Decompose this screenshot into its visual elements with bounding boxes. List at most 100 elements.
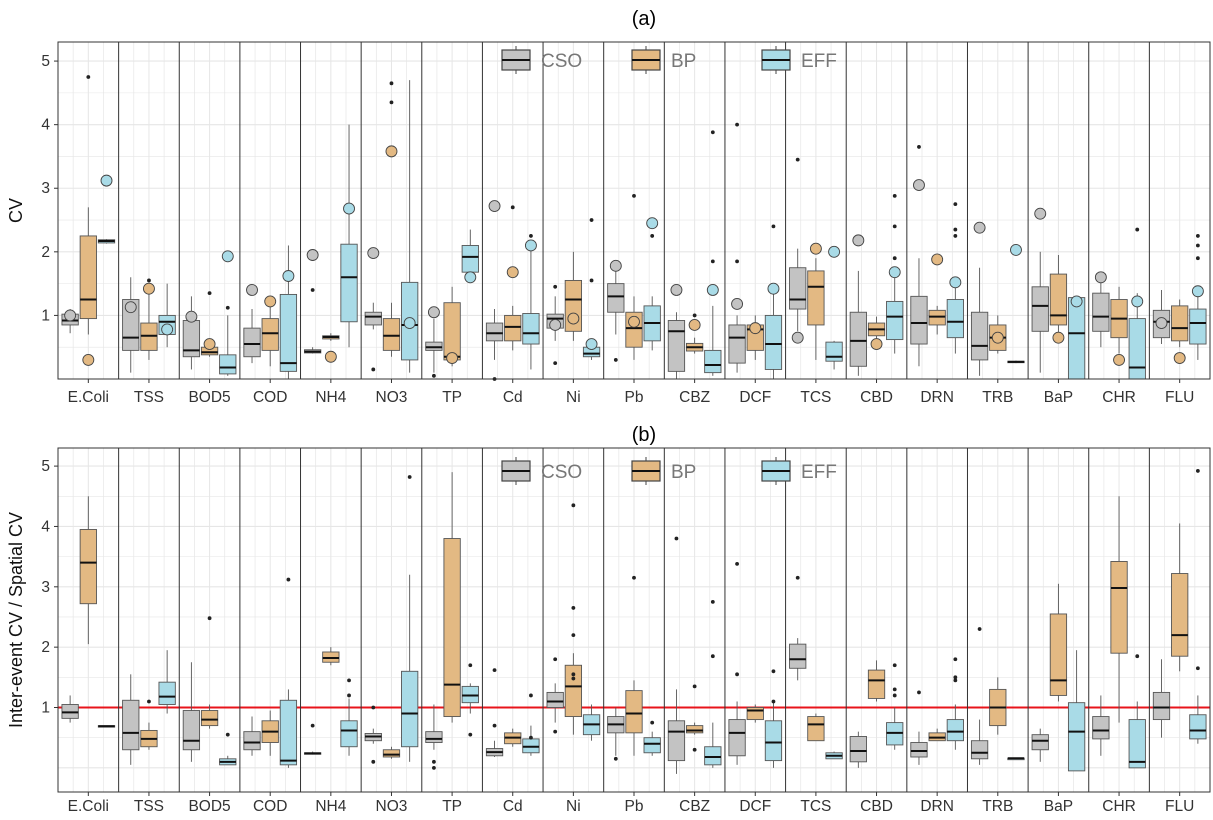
outlier-point xyxy=(953,234,958,238)
box xyxy=(764,720,783,762)
legend-entry-bp: BP xyxy=(631,457,696,485)
mean-marker xyxy=(852,234,865,247)
outlier-point xyxy=(310,288,315,292)
x-tick-label: TRB xyxy=(982,798,1013,815)
legend: CSO BP EFF xyxy=(501,46,837,74)
outlier-point xyxy=(492,668,497,672)
outlier-point xyxy=(692,684,697,689)
panel-a: (a) CV E.Coli TSS BOD5 COD NH4 NO3 TP Cd Ni Pb CBZ DC… xyxy=(6,8,1211,406)
box-bp xyxy=(867,660,886,702)
box-cso xyxy=(970,221,989,376)
box-bp xyxy=(1110,286,1128,366)
mean-marker xyxy=(549,319,562,331)
legend-label: BP xyxy=(671,462,696,483)
box xyxy=(807,270,825,326)
outlier-point xyxy=(953,227,958,232)
box-bp xyxy=(625,193,643,360)
x-tick-label: NH4 xyxy=(315,389,346,406)
box-cso xyxy=(182,296,201,370)
outlier-point xyxy=(710,259,715,264)
outlier-point xyxy=(1135,654,1140,659)
outlier-point xyxy=(371,367,376,372)
y-axis-title: Inter-event CV / Spatial CV xyxy=(6,512,26,728)
mean-marker xyxy=(791,331,804,344)
x-tick-label: CBD xyxy=(860,798,893,815)
box xyxy=(546,691,564,708)
box xyxy=(182,710,201,751)
mean-marker xyxy=(1034,207,1047,220)
box xyxy=(728,719,746,757)
mean-marker xyxy=(628,315,640,328)
outlier-point xyxy=(571,606,576,610)
box-bp xyxy=(1171,523,1189,672)
box xyxy=(1171,573,1189,657)
box-cso xyxy=(667,536,686,774)
box-cso xyxy=(122,277,140,373)
facet-tcs xyxy=(785,448,847,792)
box-bp xyxy=(200,616,219,729)
box xyxy=(946,299,964,339)
mean-marker xyxy=(185,310,198,323)
x-tick-label: NH4 xyxy=(315,798,346,815)
box xyxy=(158,681,176,705)
legend-label: EFF xyxy=(801,51,837,72)
outlier-point xyxy=(347,678,351,683)
y-tick-label: 2 xyxy=(41,639,50,656)
box-bp xyxy=(1049,583,1068,702)
box-bp xyxy=(382,81,401,357)
box xyxy=(910,742,928,758)
outlier-point xyxy=(225,305,230,310)
panel-title: (a) xyxy=(632,8,656,30)
box-cso xyxy=(182,662,201,762)
outlier-point xyxy=(571,676,576,681)
y-tick-label: 1 xyxy=(41,700,50,717)
box xyxy=(807,716,825,742)
box-bp xyxy=(322,333,340,363)
box-bp xyxy=(504,728,522,747)
box-eff xyxy=(582,704,601,741)
x-tick-label: TSS xyxy=(134,389,164,406)
outlier-point xyxy=(553,361,558,366)
y-tick-label: 5 xyxy=(41,53,50,70)
box-eff xyxy=(1128,654,1146,769)
outlier-point xyxy=(771,224,776,229)
y-tick-label: 3 xyxy=(41,579,50,596)
mean-marker xyxy=(767,282,780,295)
box-cso xyxy=(243,284,261,364)
box xyxy=(728,324,746,364)
outlier-point xyxy=(286,577,291,582)
mean-marker xyxy=(343,202,355,215)
outlier-point xyxy=(735,561,739,566)
box-cso xyxy=(970,627,989,765)
mean-marker xyxy=(991,331,1004,344)
x-tick-label: Pb xyxy=(625,389,644,406)
mean-marker xyxy=(731,298,744,310)
box xyxy=(849,736,867,763)
legend-label: EFF xyxy=(801,462,837,483)
x-tick-label: FLU xyxy=(1165,389,1194,406)
box xyxy=(1110,561,1128,654)
box-bp xyxy=(322,647,340,666)
mean-marker xyxy=(646,217,659,230)
mean-marker xyxy=(403,317,416,329)
box-cso xyxy=(1092,271,1110,348)
box xyxy=(504,314,522,342)
x-tick-label: TP xyxy=(442,798,462,815)
box xyxy=(910,295,928,345)
x-tick-label: DRN xyxy=(920,798,954,815)
box-cso xyxy=(1031,728,1049,762)
box-bp xyxy=(261,710,279,756)
mean-marker xyxy=(670,284,683,296)
outlier-point xyxy=(892,693,897,698)
outlier-point xyxy=(710,654,715,659)
x-tick-label: CHR xyxy=(1102,798,1136,815)
outlier-point xyxy=(207,291,212,296)
box-cso xyxy=(485,668,504,757)
box-cso xyxy=(910,145,928,367)
outlier-point xyxy=(571,672,576,677)
box-cso xyxy=(1152,289,1171,345)
mean-marker xyxy=(1173,352,1186,364)
box-bp xyxy=(564,251,583,341)
box xyxy=(970,311,989,361)
